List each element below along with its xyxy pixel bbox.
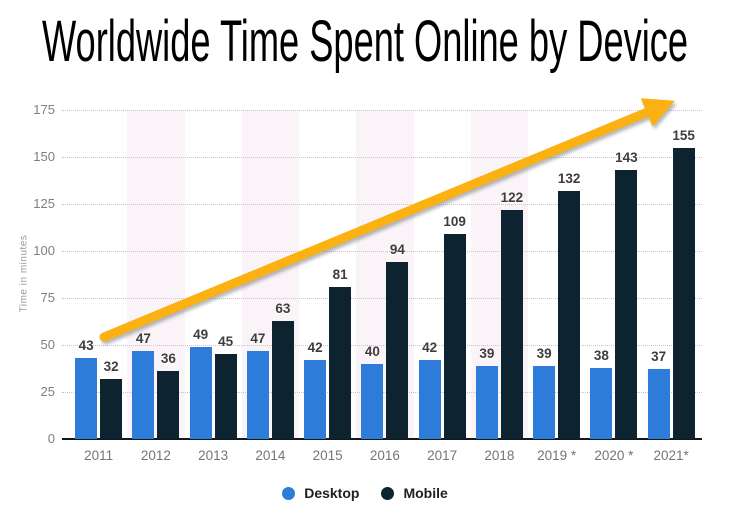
chart-title: Worldwide Time Spent Online by Device xyxy=(42,9,689,74)
bar-mobile-2017 xyxy=(443,234,466,439)
y-tick-label: 175 xyxy=(33,102,55,117)
x-tick-label: 2012 xyxy=(140,448,171,463)
bar-desktop-2021 xyxy=(647,369,670,439)
bar-value-label: 47 xyxy=(135,330,151,346)
bar-value-label: 36 xyxy=(160,351,176,367)
x-tick-label: 2017 xyxy=(427,448,458,463)
bar-mobile-2014 xyxy=(271,320,294,439)
y-tick-label: 125 xyxy=(33,196,55,211)
x-tick-label: 2021* xyxy=(653,448,689,463)
x-tick-label: 2019 * xyxy=(537,448,577,463)
x-tick-label: 2013 xyxy=(198,448,229,463)
bar-value-label: 109 xyxy=(443,214,466,230)
x-tick-label: 2016 xyxy=(369,448,400,463)
bar-desktop-2017 xyxy=(418,360,441,439)
bar-value-label: 132 xyxy=(557,170,581,186)
bar-value-label: 43 xyxy=(78,338,94,354)
bar-value-label: 42 xyxy=(307,340,323,356)
bar-value-label: 143 xyxy=(615,150,638,166)
x-tick-label: 2020 * xyxy=(594,448,634,463)
bar-value-label: 37 xyxy=(651,349,667,365)
x-tick-label: 2011 xyxy=(84,448,114,463)
x-axis-line xyxy=(62,438,702,440)
bar-mobile-2020 xyxy=(615,170,638,439)
bar-value-label: 32 xyxy=(103,358,119,374)
bar-desktop-2015 xyxy=(304,360,327,439)
y-tick-label: 0 xyxy=(47,431,55,446)
legend-item-desktop: Desktop xyxy=(282,485,359,501)
gridline xyxy=(62,204,702,205)
bar-value-label: 155 xyxy=(672,127,695,143)
bar-desktop-2016 xyxy=(361,363,384,439)
x-tick-label: 2015 xyxy=(312,448,343,463)
gridline xyxy=(62,110,702,111)
bar-value-label: 81 xyxy=(332,266,348,282)
y-tick-label: 25 xyxy=(40,384,55,399)
legend-swatch-desktop xyxy=(282,486,296,500)
bar-desktop-2013 xyxy=(189,346,212,439)
bar-mobile-2013 xyxy=(214,354,237,439)
bar-desktop-2014 xyxy=(246,350,269,439)
gridline xyxy=(62,298,702,299)
bar-value-label: 39 xyxy=(536,345,552,361)
bar-mobile-2016 xyxy=(386,262,409,439)
bar-mobile-2018 xyxy=(500,209,523,439)
bar-desktop-2019 xyxy=(533,365,556,439)
y-tick-label: 100 xyxy=(33,243,55,258)
y-tick-label: 150 xyxy=(33,149,55,164)
bar-value-label: 122 xyxy=(500,189,524,205)
bar-mobile-2021 xyxy=(672,147,695,439)
legend-swatch-mobile xyxy=(381,486,395,500)
bar-desktop-2020 xyxy=(590,367,613,439)
y-axis-title: Time in minutes xyxy=(18,234,30,313)
legend-item-mobile: Mobile xyxy=(381,485,448,501)
bar-value-label: 40 xyxy=(364,343,380,359)
gridline xyxy=(62,345,702,346)
y-tick-label: 50 xyxy=(40,337,55,352)
bar-mobile-2012 xyxy=(157,371,180,439)
bar-value-label: 42 xyxy=(422,340,438,356)
bar-desktop-2018 xyxy=(475,365,498,439)
bar-mobile-2015 xyxy=(329,286,352,439)
bar-value-label: 63 xyxy=(275,300,291,316)
bar-desktop-2012 xyxy=(132,350,155,439)
legend-label-mobile: Mobile xyxy=(403,485,448,501)
bar-desktop-2011 xyxy=(75,358,98,439)
bar-mobile-2019 xyxy=(558,190,581,439)
legend: Desktop Mobile xyxy=(0,485,730,501)
bar-value-label: 38 xyxy=(593,347,609,363)
bar-value-label: 94 xyxy=(389,242,405,258)
x-tick-label: 2018 xyxy=(484,448,515,463)
legend-label-desktop: Desktop xyxy=(304,485,360,501)
x-tick-label: 2014 xyxy=(255,448,286,463)
y-tick-label: 75 xyxy=(40,290,55,305)
bar-mobile-2011 xyxy=(100,378,123,439)
bar-value-label: 39 xyxy=(479,345,495,361)
